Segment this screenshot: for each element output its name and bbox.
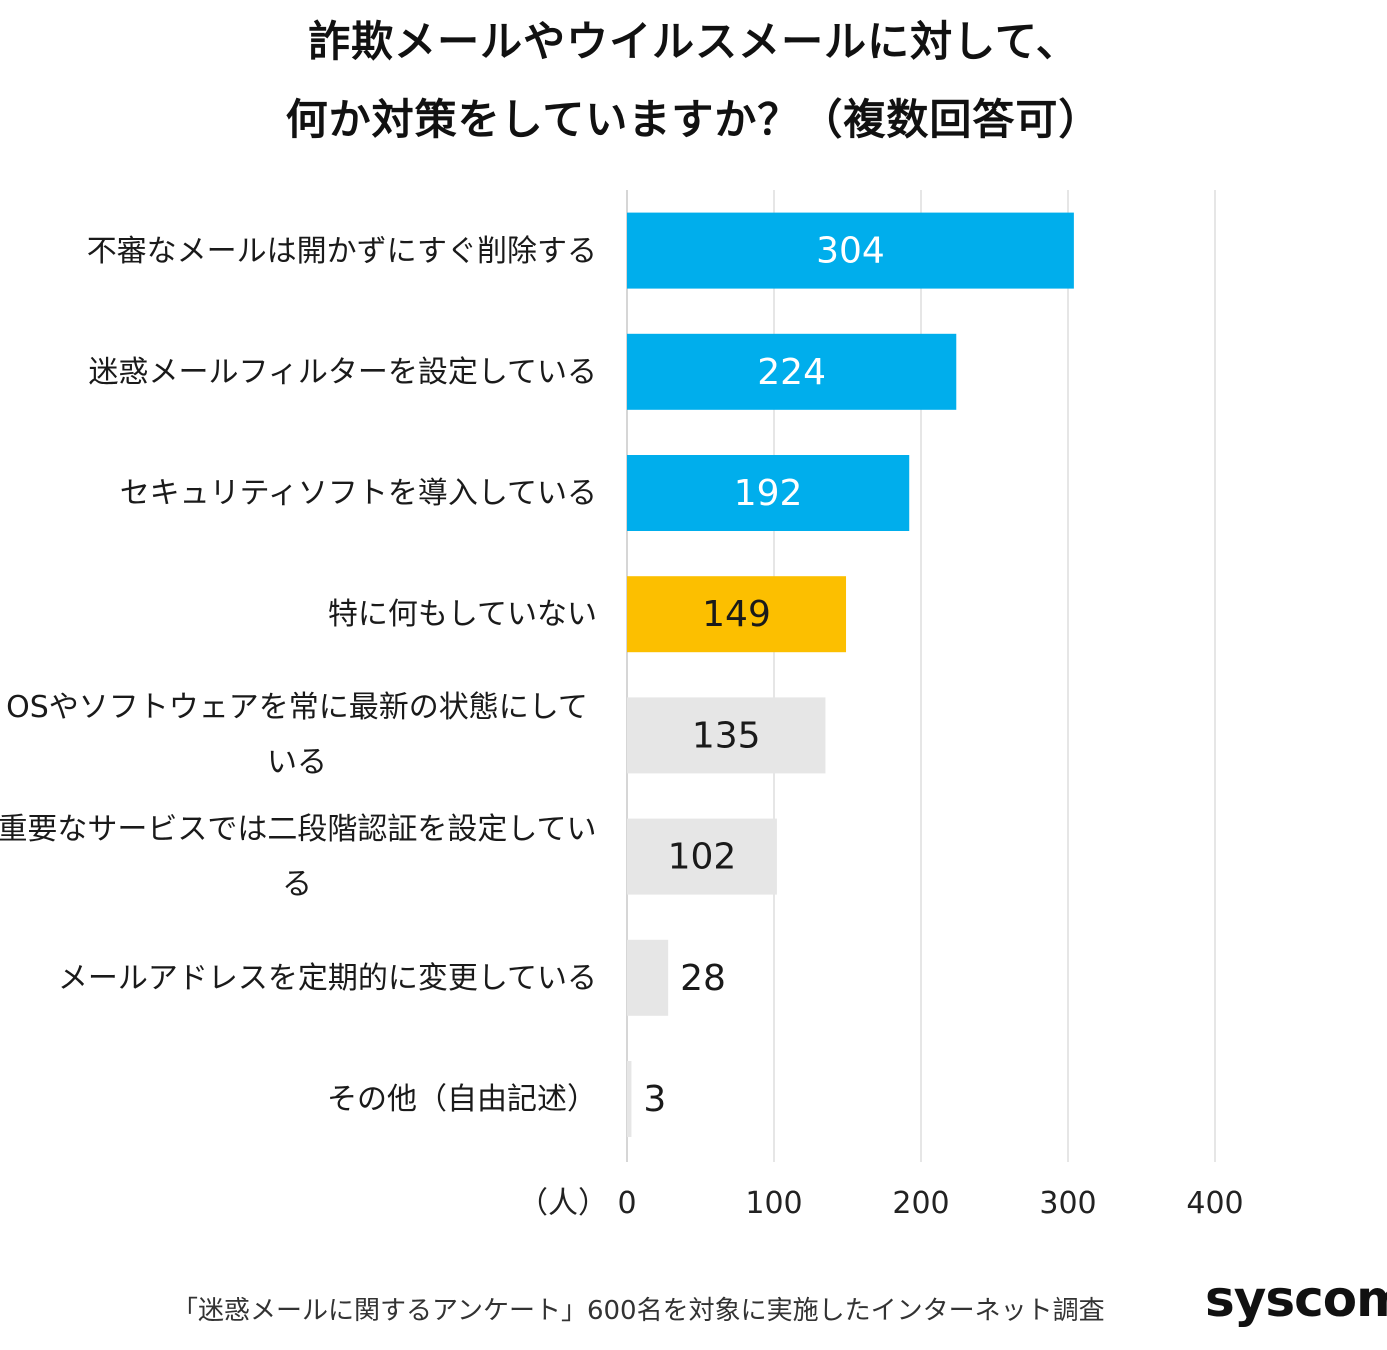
bar-value-label-5: 135 [692, 715, 761, 756]
bar-chart: 0 100 200 300 400 （人） 304 224 192 149 135 102 28 3 [518, 190, 1244, 1221]
bar-value-label-4: 149 [702, 594, 771, 635]
category-label-5: OSやソフトウェアを常に最新の状態にしている [6, 690, 588, 781]
x-tick-label-200: 200 [892, 1186, 949, 1221]
bar-value-label-3: 192 [734, 473, 803, 514]
category-label-7: メールアドレスを定期的に変更している [57, 960, 597, 996]
x-axis-unit-label: （人） [518, 1186, 608, 1221]
bar-value-label-7: 28 [680, 958, 726, 999]
bar-4 [627, 576, 847, 653]
bar-1 [627, 212, 1074, 289]
category-label-1: 不審なメールは開かずにすぐ削除する [86, 233, 597, 269]
x-tick-label-400: 400 [1186, 1186, 1243, 1221]
bar-value-label-2: 224 [757, 352, 826, 393]
syscom-logo: syscom [1205, 1270, 1387, 1328]
bar-8 [627, 1061, 632, 1137]
chart-title-line-1: 詐欺メールやウイルスメールに対して、 [308, 17, 1079, 66]
category-label-6: 重要なサービスでは二段階認証を設定している [0, 811, 597, 902]
category-label-4: 特に何もしていない [327, 597, 597, 633]
category-label-2: 迷惑メールフィルターを設定している [88, 354, 598, 390]
bar-value-label-1: 304 [816, 231, 885, 272]
bar-5 [627, 697, 826, 774]
chart-title-line-2: 何か対策をしていますか？（複数回答可） [285, 95, 1102, 144]
category-label-3: セキュリティソフトを導入している [119, 476, 597, 511]
x-tick-label-100: 100 [745, 1186, 802, 1221]
bar-value-label-8: 3 [643, 1079, 666, 1120]
bar-6 [627, 818, 777, 895]
bar-7 [627, 939, 669, 1016]
bar-value-label-6: 102 [668, 837, 737, 878]
source-note: 「迷惑メールに関するアンケート」600名を対象に実施したインターネット調査 [172, 1296, 1105, 1326]
category-label-8: その他（自由記述） [327, 1082, 597, 1117]
x-tick-label-300: 300 [1039, 1186, 1096, 1221]
bar-3 [627, 455, 910, 531]
x-tick-label-0: 0 [617, 1186, 636, 1221]
bar-2 [627, 333, 957, 410]
